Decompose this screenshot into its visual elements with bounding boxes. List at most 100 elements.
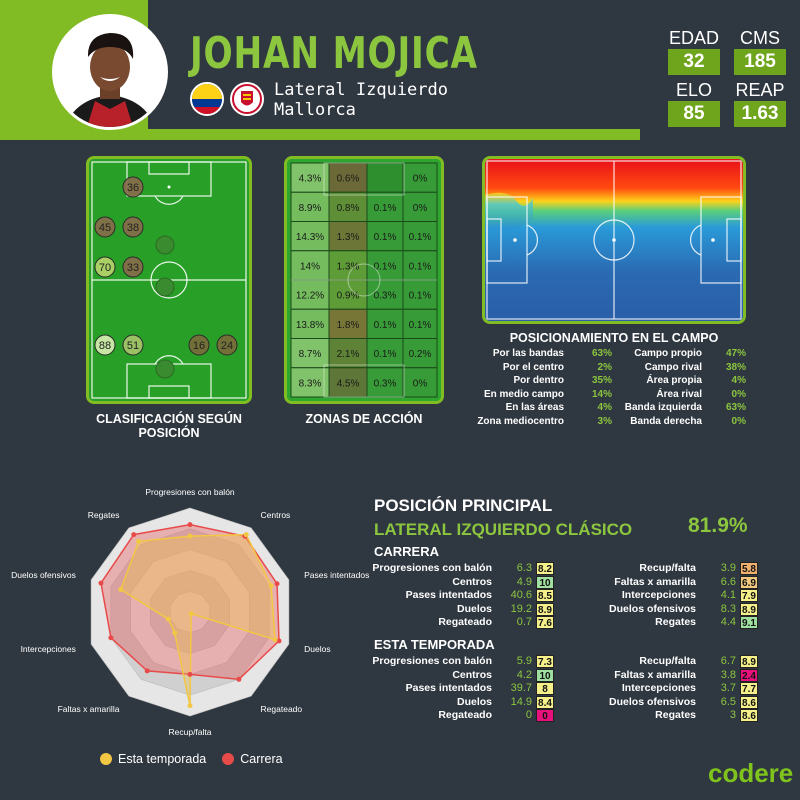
stat-row-rating: 0: [536, 709, 554, 723]
stat-row-label: Duelos ofensivos: [609, 602, 696, 615]
positioning-value: 63%: [725, 402, 746, 413]
positioning-row: Área rival 0%: [616, 389, 746, 402]
header-background: [148, 0, 640, 129]
radar-season-point: [118, 587, 124, 593]
radar-axis-label: Faltas x amarilla: [58, 704, 120, 714]
position-bubble: [188, 334, 210, 356]
positioning-row: Banda izquierda 63%: [616, 402, 746, 415]
stat-row-rating: 8.9: [536, 602, 554, 616]
caption-clasificacion: CLASIFICACIÓN SEGÚN POSICIÓN: [96, 412, 242, 440]
radar-season-point: [187, 703, 193, 709]
position-bubble: [122, 334, 144, 356]
radar-axis-label: Intercepciones: [21, 644, 76, 654]
stat-value: 185: [734, 49, 786, 75]
stat-row-rating: 8: [536, 682, 554, 696]
zone-cell: [366, 191, 404, 222]
stat-row-label: Intercepciones: [621, 682, 696, 695]
stat-row-rating: 8.6: [740, 709, 758, 723]
radar-axis-label: Regateado: [261, 704, 303, 714]
zone-value: 4.3%: [299, 174, 322, 185]
positioning-value: 4%: [597, 402, 612, 413]
positioning-value: 3%: [597, 415, 612, 427]
zone-value: 8.9%: [299, 203, 322, 214]
positioning-label: Por dentro: [513, 375, 564, 386]
zone-value: 8.3%: [299, 378, 322, 389]
stat-row-label: Faltas x amarilla: [614, 668, 696, 681]
position-bubble-value: 33: [127, 262, 139, 274]
radar-season-point: [268, 583, 274, 589]
stat-row: Recup/falta 6.7 8.9: [578, 655, 758, 668]
stat-row-rating: 10: [536, 575, 554, 589]
position-bubble-value: 88: [99, 340, 111, 352]
radar-career-point: [187, 522, 193, 528]
stat-label: REAP: [735, 80, 785, 100]
stat-row: Duelos 14.9 8.4: [374, 695, 554, 709]
position-bubble: [122, 176, 144, 198]
stat-row-rating: 8.6: [740, 695, 758, 709]
stat-row-rating: 8.9: [740, 655, 758, 668]
stat-row-rating: 8.4: [536, 695, 554, 709]
zone-value: 0%: [413, 174, 428, 185]
positioning-label: Por el centro: [502, 361, 564, 373]
positioning-label: Área rival: [656, 388, 702, 400]
positioning-row: Por las bandas 63%: [482, 348, 612, 361]
stat-row-value: 4.9: [516, 575, 532, 588]
legend-season-dot: [100, 753, 112, 765]
stat-row-value: 6.5: [720, 695, 736, 708]
caption-zonas: ZONAS DE ACCIÓN: [305, 412, 423, 426]
stat-row-label: Regates: [655, 616, 696, 629]
stat-row-value: 4.4: [720, 616, 736, 629]
stat-row: Intercepciones 4.1 7.9: [578, 589, 758, 603]
temporada-table: Progresiones con balón 5.9 7.3 Centros 4.2 10…: [372, 655, 774, 725]
player-club: Mallorca: [274, 100, 356, 120]
radar-career-point: [108, 635, 114, 641]
stat-reap: REAP 1.63: [730, 80, 790, 127]
zone-cell: [366, 338, 404, 369]
temporada-title: ESTA TEMPORADA: [374, 637, 495, 652]
zone-value: 0.6%: [337, 174, 360, 185]
positioning-label: Campo propio: [634, 348, 702, 359]
radar-chart: Progresiones con balón Centros Pases inten…: [0, 480, 380, 740]
positioning-row: Campo rival 38%: [616, 362, 746, 375]
position-bubble-empty: [155, 277, 175, 297]
zone-value: 0.2%: [409, 349, 432, 360]
positioning-label: Zona mediocentro: [477, 415, 564, 427]
stat-row-label: Recup/falta: [639, 562, 696, 574]
stat-row-rating: 6.9: [740, 575, 758, 589]
stat-row-value: 3.9: [720, 562, 736, 574]
positioning-value: 0%: [731, 388, 746, 400]
positioning-value: 14%: [591, 388, 612, 400]
stat-row-rating: 10: [536, 668, 554, 682]
stat-row: Regates 4.4 9.1: [578, 616, 758, 630]
position-bubble: [216, 334, 238, 356]
stat-row: Faltas x amarilla 3.8 2.4: [578, 668, 758, 682]
stat-label: ELO: [675, 80, 713, 100]
stat-row-label: Centros: [452, 668, 492, 681]
stat-row-rating: 7.9: [740, 589, 758, 603]
radar-axis-label: Pases intentados: [304, 570, 369, 580]
position-bubble-empty: [155, 359, 175, 379]
stat-row-rating: 2.4: [740, 668, 758, 682]
legend-career-dot: [222, 753, 235, 765]
legend-career-label: Carrera: [240, 752, 283, 766]
stat-row-rating: 9.1: [740, 616, 758, 630]
positioning-label: Por las bandas: [492, 348, 564, 359]
stat-row-value: 0: [525, 709, 532, 722]
stat-row-value: 3.7: [720, 682, 736, 695]
zone-value: 0.3%: [374, 378, 397, 389]
position-pitch: 36 45 38 70 33 88 51 16 24: [86, 156, 252, 404]
radar-season-point: [188, 611, 194, 617]
carrera-table: Progresiones con balón 6.3 8.2 Centros 4.9 10…: [372, 562, 774, 632]
zone-cell: [402, 308, 438, 339]
positioning-row: Por el centro 2%: [482, 362, 612, 375]
stat-row-rating: 8.2: [536, 562, 554, 575]
stat-row-label: Regateado: [438, 616, 492, 629]
stat-row-value: 14.9: [510, 695, 532, 708]
zone-cell: [328, 191, 368, 222]
stat-row-rating: 7.7: [740, 682, 758, 696]
stat-row: Duelos 19.2 8.9: [374, 602, 554, 616]
stat-row-value: 6.3: [516, 562, 532, 574]
stat-row: Regates 3 8.6: [578, 709, 758, 723]
stat-row-value: 5.9: [516, 655, 532, 667]
stat-row-label: Intercepciones: [621, 589, 696, 602]
